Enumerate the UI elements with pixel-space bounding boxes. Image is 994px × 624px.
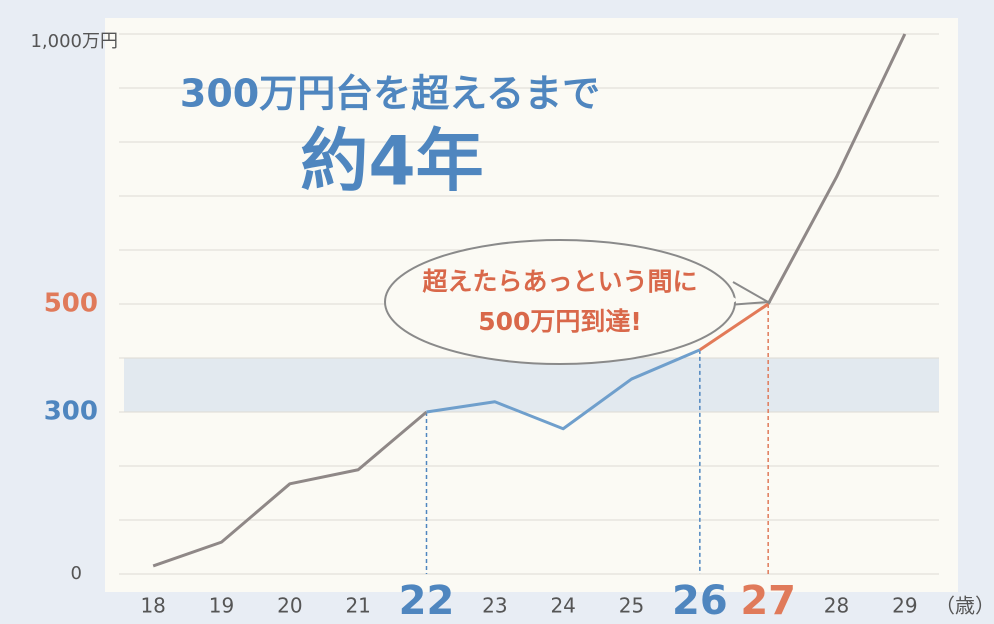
x-tick-label: 22 (399, 578, 455, 624)
y-tick-label: 1,000万円 (30, 31, 118, 52)
x-tick-label: 29 (892, 594, 917, 618)
callout-text: 500万円到達! (478, 307, 642, 336)
x-tick-label: 24 (550, 594, 575, 618)
x-tick-label: 28 (824, 594, 849, 618)
y-tick-label: 0 (71, 563, 82, 584)
x-tick-label: 20 (277, 594, 302, 618)
line (698, 302, 770, 352)
chart-title: 300万円台を超えるまで (180, 72, 600, 116)
y-tick-label: 300 (44, 397, 98, 427)
x-tick-label: 18 (140, 594, 165, 618)
callout (384, 239, 736, 365)
callout-pointer (727, 281, 772, 306)
x-tick-label: 23 (482, 594, 507, 618)
y-tick-label: 500 (44, 289, 98, 319)
callout-text: 超えたらあっという間に (422, 267, 697, 296)
x-tick-label: 26 (672, 578, 728, 624)
band (124, 358, 939, 412)
x-tick-label: 21 (345, 594, 370, 618)
chart-subtitle: 約4年 (300, 123, 483, 202)
x-tick-label: 25 (619, 594, 644, 618)
x-unit: （歳） (935, 594, 994, 618)
line (426, 348, 701, 431)
x-tick-label: 19 (209, 594, 234, 618)
x-tick-label: 27 (740, 578, 796, 624)
callout-join (728, 294, 738, 306)
line (152, 33, 907, 568)
